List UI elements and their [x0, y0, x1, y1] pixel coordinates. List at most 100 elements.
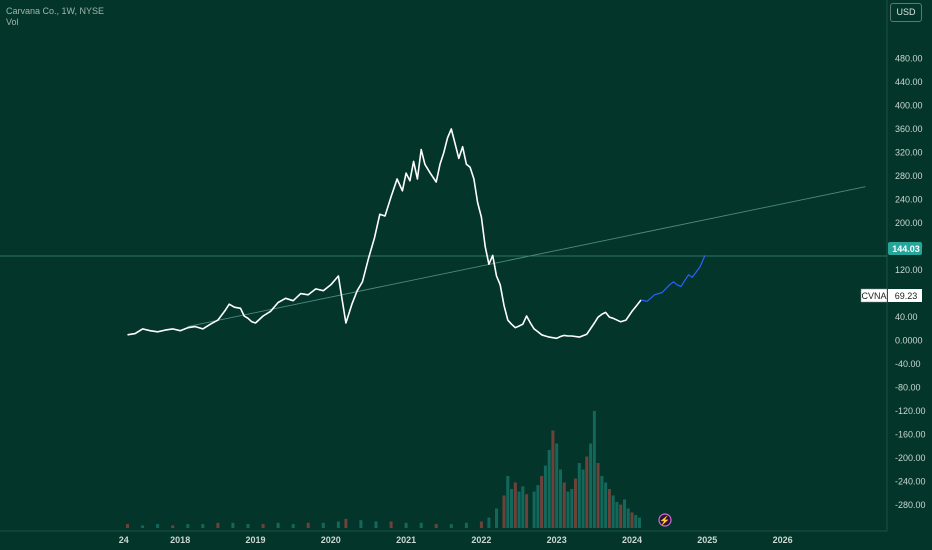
y-tick-label: 240.00	[895, 195, 923, 205]
volume-bar	[171, 525, 175, 528]
volume-bar	[566, 491, 570, 528]
y-tick-label: 320.00	[895, 148, 923, 158]
volume-bar	[592, 411, 596, 528]
x-tick-label: 2024	[622, 535, 642, 545]
volume-bar	[306, 522, 310, 528]
currency-button[interactable]: USD	[890, 3, 922, 22]
volume-bar	[510, 489, 513, 528]
y-tick-label: 0.0000	[895, 336, 923, 346]
legend-title[interactable]: Carvana Co., 1W, NYSE	[6, 6, 105, 16]
volume-bar	[630, 512, 634, 528]
volume-bar	[577, 463, 581, 528]
x-tick-label: 2019	[245, 535, 265, 545]
y-tick-label: 440.00	[895, 77, 923, 87]
volume-bar	[521, 486, 525, 528]
volume-bar	[344, 518, 348, 528]
x-tick-label: 2026	[773, 535, 793, 545]
target-tag-bg	[888, 242, 922, 255]
volume-bar	[547, 450, 551, 528]
volume-bar	[517, 491, 521, 528]
volume-bar	[495, 508, 498, 528]
trend-line[interactable]	[187, 186, 866, 328]
x-tick-label: 2018	[170, 535, 190, 545]
volume-bar	[216, 522, 220, 528]
x-tick-label: 2025	[697, 535, 717, 545]
last-price-tag-bg	[888, 289, 922, 302]
volume-bar	[570, 489, 574, 528]
volume-bar	[291, 524, 295, 528]
volume-bar	[246, 524, 250, 528]
y-tick-label: 280.00	[895, 171, 923, 181]
volume-bar	[619, 504, 623, 528]
y-tick-label: 120.00	[895, 265, 923, 275]
volume-bar	[201, 524, 205, 528]
volume-bar	[506, 476, 510, 528]
volume-bar	[502, 495, 506, 528]
tradingview-badge[interactable]: ⚡	[658, 513, 672, 527]
target-tag: 144.03	[892, 244, 920, 254]
y-tick-label: -120.00	[895, 406, 926, 416]
y-tick-label: 40.00	[895, 312, 918, 322]
volume-bar	[562, 482, 566, 528]
volume-bar	[585, 456, 589, 528]
y-tick-label: 400.00	[895, 101, 923, 111]
time-axis[interactable]: 24 2018 2019 2020 2021 2022 2023 2024 2025 2026	[119, 535, 793, 545]
legend-volume[interactable]: Vol	[6, 17, 19, 27]
volume-bars	[126, 411, 641, 528]
symbol-tag: CVNA	[861, 291, 886, 301]
volume-bar	[638, 517, 641, 528]
volume-bar	[449, 524, 453, 528]
volume-bar	[419, 522, 423, 528]
volume-bar	[551, 430, 555, 528]
volume-bar	[596, 463, 600, 528]
volume-bar	[374, 521, 378, 528]
volume-bar	[186, 524, 190, 528]
volume-bar	[336, 521, 340, 528]
volume-bar	[634, 515, 638, 528]
y-tick-label: 360.00	[895, 124, 923, 134]
y-tick-label: -240.00	[895, 477, 926, 487]
y-tick-label: 200.00	[895, 218, 923, 228]
volume-bar	[589, 443, 593, 528]
volume-bar	[623, 499, 626, 528]
volume-bar	[611, 495, 615, 528]
volume-bar	[479, 521, 483, 528]
volume-bar	[615, 502, 619, 528]
x-tick-label: 2021	[396, 535, 416, 545]
volume-bar	[261, 524, 265, 528]
symbol-price-label: CVNA 69.23	[860, 288, 922, 303]
volume-bar	[141, 525, 145, 528]
volume-bar	[434, 524, 438, 528]
volume-bar	[604, 482, 608, 528]
volume-bar	[487, 517, 491, 528]
x-tick-label: 2022	[471, 535, 491, 545]
volume-bar	[540, 476, 544, 528]
volume-bar	[555, 443, 559, 528]
volume-bar	[607, 489, 611, 528]
volume-bar	[525, 494, 529, 528]
price-line	[127, 128, 642, 340]
volume-bar	[574, 478, 577, 528]
volume-bar	[231, 522, 235, 528]
volume-bar	[532, 491, 536, 528]
last-price-tag: 69.23	[895, 291, 918, 301]
volume-bar	[581, 469, 585, 528]
projection-line[interactable]	[640, 255, 706, 302]
y-tick-label: -40.00	[895, 359, 921, 369]
x-tick-label: 2020	[321, 535, 341, 545]
y-tick-label: -160.00	[895, 430, 926, 440]
volume-bar	[359, 520, 363, 528]
volume-bar	[126, 524, 129, 528]
y-tick-label: -200.00	[895, 453, 926, 463]
volume-bar	[464, 522, 468, 528]
badge-circle	[658, 513, 672, 527]
chart-legend: Carvana Co., 1W, NYSE Vol	[6, 6, 104, 28]
target-price-label: 144.03	[888, 242, 922, 255]
volume-bar	[543, 465, 547, 528]
y-tick-label: -280.00	[895, 500, 926, 510]
volume-bar	[536, 485, 540, 528]
volume-bar	[626, 508, 630, 528]
y-tick-label: 480.00	[895, 54, 923, 64]
volume-bar	[600, 476, 604, 528]
